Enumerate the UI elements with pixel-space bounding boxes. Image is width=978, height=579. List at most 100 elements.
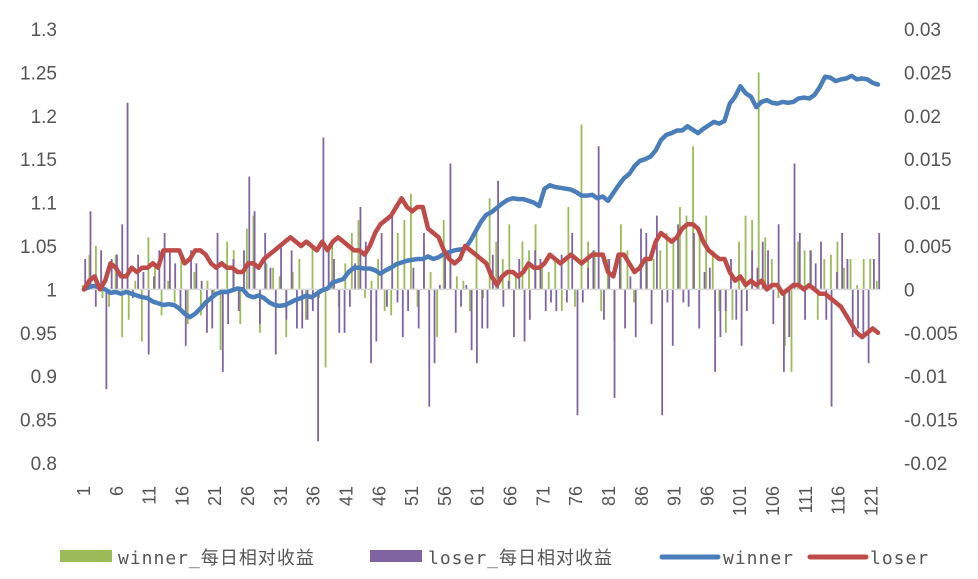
winner-daily-return-bar — [186, 289, 189, 325]
left-axis-tick-label: 1.15 — [20, 150, 57, 171]
left-axis-tick-label: 0.8 — [31, 454, 57, 475]
loser-daily-return-bar — [523, 289, 526, 342]
winner-daily-return-bar — [272, 267, 274, 290]
x-axis-tick-label: 46 — [369, 486, 389, 506]
loser-daily-return-bar — [719, 289, 722, 338]
legend: winner_每日相对收益 loser_每日相对收益 winner loser — [60, 548, 929, 569]
legend-label: winner_每日相对收益 — [118, 548, 315, 569]
loser-daily-return-bar — [841, 232, 844, 290]
winner-daily-return-bar — [574, 289, 576, 307]
winner-daily-return-bar — [390, 289, 393, 316]
loser-daily-return-bar — [486, 289, 489, 329]
loser-daily-return-bar — [375, 289, 378, 342]
x-axis-tick-label: 76 — [566, 486, 586, 506]
loser-daily-return-bar — [444, 254, 447, 290]
right-axis-tick-label: 0.005 — [904, 237, 952, 258]
winner-daily-return-bar — [849, 259, 852, 290]
winner-daily-return-bar — [797, 241, 799, 290]
winner-daily-return-bar — [731, 289, 734, 320]
loser-daily-return-bar — [343, 289, 346, 333]
loser-daily-return-bar — [89, 211, 92, 290]
loser-daily-return-bar — [565, 289, 568, 303]
winner-daily-return-bar — [429, 272, 432, 290]
winner-daily-return-bar — [121, 289, 124, 338]
winner-daily-return-bar — [219, 289, 222, 351]
winner-daily-return-bar — [803, 250, 806, 290]
legend-item: loser_每日相对收益 — [370, 548, 612, 569]
loser-daily-return-bar — [417, 289, 420, 329]
loser-daily-return-bar — [793, 163, 796, 290]
loser-daily-return-bar — [767, 250, 769, 290]
loser-daily-return-bar — [740, 289, 743, 346]
winner-daily-return-bar — [856, 285, 859, 290]
loser-daily-return-bar — [777, 224, 780, 290]
loser-daily-return-bar — [126, 102, 129, 290]
winner-daily-return-bar — [265, 263, 268, 290]
loser-daily-return-bar — [359, 206, 362, 290]
loser-daily-return-bar — [560, 254, 563, 290]
loser-daily-return-bar — [200, 280, 203, 290]
loser-daily-return-bar — [370, 289, 372, 364]
winner-daily-return-bar — [127, 289, 130, 320]
legend-label: winner — [723, 548, 794, 569]
loser-daily-return-bar — [592, 250, 595, 290]
loser-daily-return-bar — [216, 232, 219, 290]
loser-daily-return-bar — [227, 289, 230, 325]
loser-daily-return-bar — [756, 267, 759, 290]
loser-daily-return-bar — [714, 289, 717, 372]
winner-daily-return-bar — [560, 289, 563, 312]
winner-daily-return-bar — [784, 289, 786, 346]
loser-daily-return-bar — [407, 289, 409, 312]
right-axis-tick-label: -0.01 — [904, 367, 947, 388]
winner-daily-return-bar — [836, 241, 839, 290]
loser-daily-return-bar — [677, 224, 679, 290]
winner-daily-return-bar — [705, 215, 708, 290]
loser-daily-return-bar — [507, 280, 510, 290]
x-axis-tick-label: 36 — [304, 486, 324, 506]
loser-daily-return-bar — [555, 289, 558, 312]
x-axis-tick-label: 26 — [238, 486, 258, 506]
winner-daily-return-bar — [173, 289, 176, 303]
x-axis-tick-label: 86 — [632, 486, 652, 506]
left-axis-tick-label: 1.1 — [31, 194, 57, 215]
x-axis-tick-label: 16 — [172, 486, 192, 506]
loser-daily-return-bar — [237, 289, 240, 312]
winner-daily-return-bar — [298, 259, 301, 290]
loser-daily-return-bar — [396, 289, 399, 303]
x-axis-tick-label: 101 — [730, 486, 750, 516]
left-axis-tick-label: 1.2 — [31, 107, 57, 128]
winner-daily-return-bar — [869, 259, 872, 290]
x-axis-tick-label: 11 — [140, 486, 160, 505]
loser-daily-return-bar — [258, 289, 261, 325]
loser-daily-return-bar — [629, 276, 632, 290]
loser-daily-return-bar — [618, 254, 621, 290]
left-axis-tick-label: 0.9 — [31, 367, 57, 388]
winner-daily-return-bar — [829, 254, 832, 290]
loser-daily-return-bar — [449, 163, 452, 290]
loser-daily-return-bar — [280, 246, 282, 290]
loser-daily-return-bar — [163, 232, 166, 290]
loser-daily-return-bar — [576, 289, 579, 416]
winner-daily-return-bar — [95, 246, 97, 290]
winner-daily-return-bar — [790, 289, 793, 372]
legend-label: loser — [870, 548, 929, 569]
bars-layer — [81, 72, 881, 442]
loser-daily-return-bar — [354, 263, 357, 290]
loser-daily-return-bar — [655, 215, 658, 290]
x-axis-tick-label: 56 — [435, 486, 455, 506]
x-axis-ticks: 1 6 11 16 21 26 31 36 41 46 51 56 61 66 71 76 81 86 91 96 10… — [74, 486, 881, 516]
winner-daily-return-bar — [711, 250, 714, 290]
winner-daily-return-bar — [593, 250, 596, 290]
winner-daily-return-bar — [580, 124, 583, 290]
loser-daily-return-bar — [84, 259, 87, 290]
winner-daily-return-bar — [305, 289, 307, 320]
winner-daily-return-bar — [744, 215, 747, 290]
winner-daily-return-bar — [692, 146, 694, 290]
winner-daily-return-bar — [147, 237, 150, 290]
winner-daily-return-bar — [410, 193, 412, 290]
legend-swatch — [60, 550, 112, 562]
winner-daily-return-bar — [541, 263, 544, 290]
winner-daily-return-bar — [633, 289, 635, 303]
loser-daily-return-bar — [539, 259, 542, 290]
loser-daily-return-bar — [433, 289, 436, 364]
